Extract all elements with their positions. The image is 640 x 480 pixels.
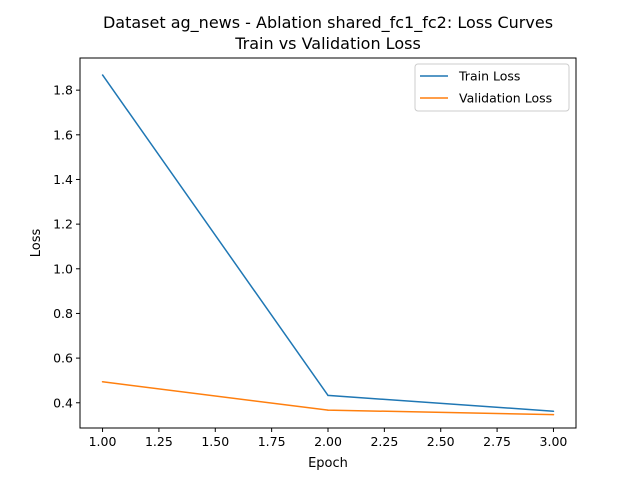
x-tick-label: 2.00	[314, 434, 342, 449]
x-tick-label: 1.50	[201, 434, 229, 449]
x-tick-label: 2.25	[370, 434, 398, 449]
y-tick-label: 0.6	[53, 351, 73, 366]
y-axis-label: Loss	[29, 229, 44, 258]
legend-box	[414, 63, 570, 112]
x-tick-label: 2.50	[427, 434, 455, 449]
data-point	[327, 409, 329, 411]
x-axis-ticks: 1.00 1.25 1.50 1.75 2.00 2.25 2.50 2.75 3.00	[89, 428, 568, 449]
y-tick-label: 1.8	[53, 83, 73, 98]
y-tick-label: 0.8	[53, 306, 73, 321]
legend-label: Train Loss	[458, 69, 520, 84]
legend-label: Validation Loss	[459, 91, 552, 106]
series-lines	[101, 74, 555, 416]
x-tick-label: 1.75	[258, 434, 286, 449]
y-tick-label: 0.4	[53, 395, 73, 410]
data-point	[327, 394, 329, 397]
y-tick-label: 1.6	[53, 127, 73, 142]
x-tick-label: 1.25	[145, 434, 173, 449]
data-point	[101, 381, 104, 383]
chart-subtitle: Train vs Validation Loss	[234, 34, 421, 53]
x-axis-label: Epoch	[308, 456, 348, 471]
legend: Train Loss Validation Loss	[414, 63, 570, 112]
y-axis-ticks: 0.4 0.6 0.8 1.0 1.2 1.4 1.6 1.8	[53, 83, 80, 410]
y-tick-label: 1.4	[53, 172, 73, 187]
x-tick-label: 2.75	[483, 434, 511, 449]
chart-title: Dataset ag_news - Ablation shared_fc1_fc…	[103, 13, 553, 33]
y-tick-label: 1.0	[53, 261, 73, 276]
data-point	[101, 74, 104, 76]
y-tick-label: 1.2	[53, 217, 73, 232]
x-tick-label: 1.00	[89, 434, 117, 449]
data-point	[552, 413, 555, 416]
x-tick-label: 3.00	[540, 434, 568, 449]
data-point	[552, 410, 555, 413]
